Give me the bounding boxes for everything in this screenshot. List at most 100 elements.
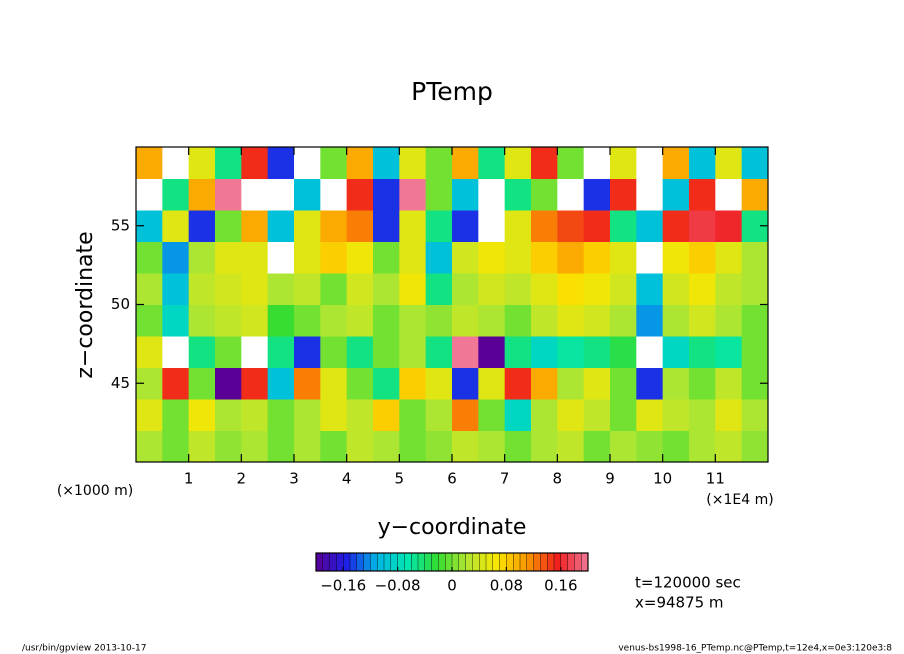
heatmap-cell xyxy=(452,210,479,242)
x-tick-label: 10 xyxy=(653,470,672,488)
heatmap-cell xyxy=(320,210,348,242)
heatmap-cell xyxy=(610,210,637,242)
heatmap-cell xyxy=(215,304,242,337)
colorbar-bin xyxy=(560,552,569,572)
heatmap-cell xyxy=(162,147,190,179)
heatmap-cell xyxy=(241,336,269,368)
heatmap-cell xyxy=(215,367,242,400)
heatmap-cell xyxy=(241,210,269,242)
heatmap-cell xyxy=(610,241,637,274)
heatmap-cell xyxy=(188,304,216,337)
heatmap-cell xyxy=(373,336,400,368)
heatmap-cell xyxy=(531,241,558,274)
colorbar-bin xyxy=(438,552,446,572)
x-tick-label: 7 xyxy=(500,470,510,488)
heatmap-cell xyxy=(425,430,453,463)
colorbar-bin xyxy=(383,552,392,572)
heatmap-cell xyxy=(636,430,664,463)
heatmap-cell xyxy=(346,304,374,337)
heatmap-cell xyxy=(741,241,769,274)
colorbar-bin xyxy=(424,552,433,572)
x-tick-label: 2 xyxy=(237,470,247,488)
heatmap-cell xyxy=(689,241,716,274)
heatmap-cell xyxy=(452,336,479,368)
colorbar-bin xyxy=(390,552,399,572)
heatmap-cell xyxy=(531,399,558,431)
heatmap-cell xyxy=(557,430,585,463)
heatmap-cell xyxy=(162,210,190,242)
heatmap-cell xyxy=(399,304,427,337)
heatmap-cell xyxy=(662,399,690,431)
heatmap-cell xyxy=(373,304,400,337)
colorbar-bin xyxy=(417,552,426,572)
heatmap-cell xyxy=(241,147,269,179)
heatmap-cell xyxy=(241,273,269,305)
heatmap-cell xyxy=(636,178,664,211)
heatmap-cell xyxy=(241,304,269,337)
heatmap-cell xyxy=(531,273,558,305)
heatmap-cell xyxy=(399,430,427,463)
heatmap-cell xyxy=(662,273,690,305)
heatmap-cell xyxy=(188,430,216,463)
heatmap-cell xyxy=(583,273,611,305)
heatmap-cell xyxy=(136,336,163,368)
heatmap-cell xyxy=(478,399,506,431)
heatmap-cell xyxy=(188,178,216,211)
heatmap-cell xyxy=(478,147,506,179)
colorbar-tick-label: 0.16 xyxy=(544,577,577,595)
heatmap-cell xyxy=(636,210,664,242)
heatmap-cell xyxy=(636,241,664,274)
heatmap-cell xyxy=(715,304,743,337)
heatmap-cell xyxy=(267,241,295,274)
heatmap-cell xyxy=(610,273,637,305)
heatmap-cell xyxy=(610,367,637,400)
heatmap-cell xyxy=(715,178,743,211)
heatmap-cell xyxy=(689,399,716,431)
heatmap-cell xyxy=(662,304,690,337)
heatmap-cell xyxy=(610,336,637,368)
heatmap-cell xyxy=(741,430,769,463)
colorbar-bin xyxy=(526,552,535,572)
heatmap-cell xyxy=(294,399,321,431)
heatmap-cell xyxy=(478,367,506,400)
heatmap-cell xyxy=(294,241,321,274)
colorbar-bin xyxy=(322,552,331,572)
heatmap-cell xyxy=(583,430,611,463)
heatmap-cell xyxy=(610,304,637,337)
heatmap-cell xyxy=(478,210,506,242)
heatmap-cell xyxy=(162,178,190,211)
heatmap-cell xyxy=(241,178,269,211)
heatmap-cell xyxy=(241,367,269,400)
y-tick-label: 50 xyxy=(111,295,130,313)
heatmap-cell xyxy=(320,241,348,274)
heatmap-cell xyxy=(136,399,163,431)
y-tick-label: 45 xyxy=(111,374,130,392)
colorbar-tick-label: −0.16 xyxy=(320,577,366,595)
heatmap-cell xyxy=(504,147,532,179)
y-unit: (×1000 m) xyxy=(57,483,133,499)
heatmap-cell xyxy=(662,336,690,368)
heatmap-cell xyxy=(162,399,190,431)
heatmap-cell xyxy=(241,430,269,463)
heatmap-cell xyxy=(636,367,664,400)
heatmap-cell xyxy=(689,178,716,211)
heatmap-cell xyxy=(610,178,637,211)
heatmap-cell xyxy=(267,430,295,463)
heatmap-cell xyxy=(294,273,321,305)
annotation: t=120000 sec xyxy=(635,574,741,592)
heatmap-cell xyxy=(636,304,664,337)
heatmap-cell xyxy=(715,210,743,242)
heatmap-cell xyxy=(504,241,532,274)
heatmap-cell xyxy=(741,178,769,211)
colorbar-bin xyxy=(377,552,385,572)
colorbar-bin xyxy=(363,552,371,572)
footer: /usr/bin/gpview 2013-10-17 xyxy=(22,644,146,654)
colorbar-bin xyxy=(356,552,365,572)
heatmap-cell xyxy=(715,399,743,431)
heatmap-cell xyxy=(531,178,558,211)
colorbar-bin xyxy=(492,552,501,572)
heatmap-cell xyxy=(162,241,190,274)
heatmap-cell xyxy=(294,430,321,463)
heatmap-cell xyxy=(715,241,743,274)
